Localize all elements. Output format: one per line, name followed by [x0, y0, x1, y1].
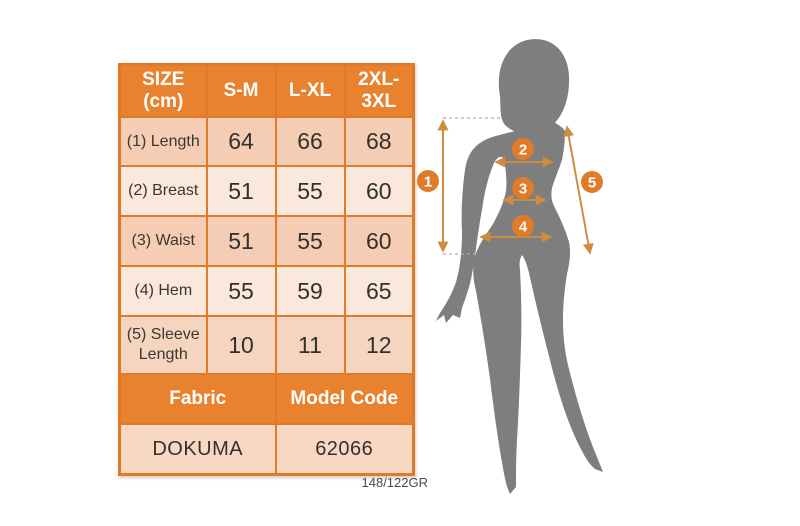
head-silhouette	[498, 39, 570, 133]
header-l-xl: L-XL	[274, 63, 346, 118]
measurement-diagram: 1 2 3 4 5	[417, 39, 603, 495]
badge-circle	[417, 170, 439, 192]
measure-badge-5: 5	[581, 171, 603, 193]
table-row-length: (1) Length 64 66 68	[118, 116, 415, 167]
size-value: 12	[343, 315, 415, 375]
fabric-value: DOKUMA	[118, 423, 277, 476]
badge-circle	[512, 215, 534, 237]
size-value: 65	[343, 265, 415, 317]
size-value: 10	[205, 315, 277, 375]
badge-number: 2	[519, 142, 527, 159]
table-row-sleeve-length: (5) Sleeve Length 10 11 12	[118, 315, 415, 375]
row-label: (4) Hem	[118, 265, 208, 317]
row-label: (1) Length	[118, 116, 208, 167]
table-row-breast: (2) Breast 51 55 60	[118, 165, 415, 217]
badge-number: 1	[424, 174, 432, 191]
badge-circle	[581, 171, 603, 193]
model-code-value: 62066	[274, 423, 415, 476]
size-value: 66	[274, 116, 346, 167]
table-row-waist: (3) Waist 51 55 60	[118, 215, 415, 267]
size-table: SIZE (cm) S-M L-XL 2XL- 3XL (1) Length 6…	[118, 63, 415, 476]
badge-number: 5	[588, 175, 596, 192]
model-code-header: Model Code	[274, 373, 415, 425]
size-value: 55	[274, 165, 346, 217]
size-value: 55	[205, 265, 277, 317]
fabric-header: Fabric	[118, 373, 277, 425]
measure-badge-4: 4	[512, 215, 534, 237]
size-value: 11	[274, 315, 346, 375]
measure-badge-3: 3	[512, 177, 534, 199]
size-value: 64	[205, 116, 277, 167]
table-header-row: SIZE (cm) S-M L-XL 2XL- 3XL	[118, 63, 415, 118]
size-value: 55	[274, 215, 346, 267]
size-value: 68	[343, 116, 415, 167]
header-s-m: S-M	[205, 63, 277, 118]
size-value: 60	[343, 165, 415, 217]
measure-badge-2: 2	[512, 138, 534, 160]
size-value: 51	[205, 165, 277, 217]
measure-badge-1: 1	[417, 170, 439, 192]
badge-circle	[512, 138, 534, 160]
weight-note: 148/122GR	[361, 475, 429, 490]
table-row-hem: (4) Hem 55 59 65	[118, 265, 415, 317]
badge-circle	[512, 177, 534, 199]
row-label: (2) Breast	[118, 165, 208, 217]
sleeve-arrow	[563, 125, 594, 255]
row-label: (5) Sleeve Length	[118, 315, 208, 375]
female-silhouette	[436, 111, 603, 495]
footer-header-row: Fabric Model Code	[118, 373, 415, 425]
footer-value-row: DOKUMA 62066	[118, 423, 415, 476]
badge-number: 3	[519, 181, 527, 198]
row-label: (3) Waist	[118, 215, 208, 267]
size-value: 60	[343, 215, 415, 267]
size-value: 51	[205, 215, 277, 267]
header-size-cm: SIZE (cm)	[118, 63, 208, 118]
header-2xl-3xl: 2XL- 3XL	[343, 63, 415, 118]
size-value: 59	[274, 265, 346, 317]
badge-number: 4	[519, 219, 528, 236]
